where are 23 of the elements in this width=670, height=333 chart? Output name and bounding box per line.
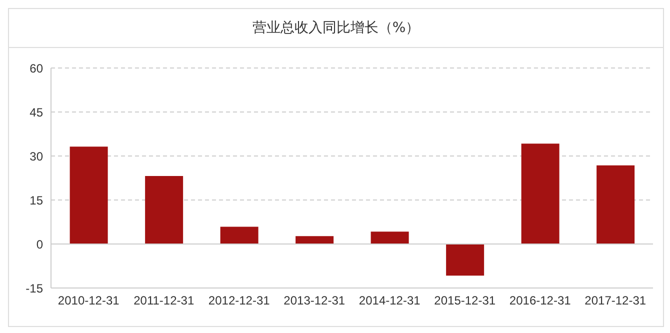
y-tick-label: 15 (30, 193, 44, 208)
bar (521, 144, 560, 244)
x-tick-label: 2012-12-31 (208, 294, 270, 308)
bar (220, 226, 258, 244)
bar (596, 165, 635, 244)
x-tick-label: 2014-12-31 (358, 294, 421, 308)
x-tick-label: 2017-12-31 (584, 294, 646, 308)
bar (70, 146, 108, 244)
bar (296, 236, 334, 244)
bar (145, 176, 184, 244)
x-tick-label: 2015-12-31 (434, 294, 496, 308)
y-tick-label: 30 (30, 149, 44, 164)
y-tick-label: -15 (26, 281, 44, 296)
y-tick-label: 45 (30, 105, 44, 120)
x-tick-label: 2016-12-31 (509, 294, 572, 308)
chart-title: 营业总收入同比增长（%） (9, 9, 663, 48)
x-tick-label: 2013-12-31 (284, 294, 346, 308)
bar (446, 244, 484, 276)
y-tick-label: 60 (30, 61, 44, 76)
x-tick-label: 2011-12-31 (134, 294, 194, 308)
bar (370, 232, 409, 244)
y-tick-label: 0 (36, 237, 44, 252)
x-tick-label: 2010-12-31 (58, 294, 120, 308)
